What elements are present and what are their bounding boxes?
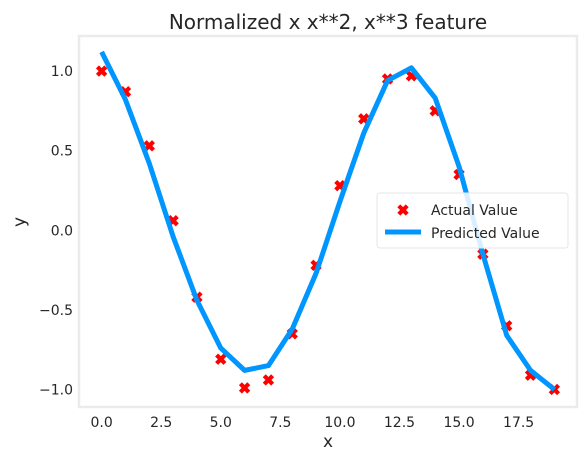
legend-x-marker (397, 204, 409, 216)
x-tick-label: 12.5 (384, 415, 415, 431)
actual-value-point (215, 353, 227, 365)
x-tick-label: 5.0 (210, 415, 232, 431)
y-tick-label: −1.0 (39, 382, 73, 398)
y-tick-labels: 1.0 0.5 0.0 −0.5 −1.0 (39, 64, 73, 398)
x-axis-label: x (323, 432, 333, 452)
legend-box (376, 192, 569, 249)
legend-label-predicted: Predicted Value (431, 226, 540, 242)
actual-value-point (238, 382, 251, 394)
y-tick-label: −0.5 (39, 303, 73, 319)
actual-value-point (95, 65, 108, 77)
legend: Actual Value Predicted Value (376, 192, 569, 249)
y-tick-label: 1.0 (51, 64, 73, 80)
y-tick-label: 0.5 (51, 144, 73, 160)
actual-value-point (262, 374, 275, 386)
actual-value-point (143, 140, 155, 152)
x-tick-label: 17.5 (503, 415, 534, 431)
legend-label-actual: Actual Value (431, 203, 518, 219)
x-tick-label: 15.0 (443, 415, 474, 431)
y-tick-label: 0.0 (51, 223, 73, 239)
x-tick-label: 2.5 (150, 415, 172, 431)
chart-title: Normalized x x**2, x**3 feature (169, 10, 487, 34)
x-tick-label: 0.0 (91, 415, 113, 431)
x-tick-label: 7.5 (269, 415, 291, 431)
y-axis-label: y (10, 217, 30, 227)
legend-marker-actual (397, 204, 409, 216)
x-tick-label: 10.0 (324, 415, 355, 431)
x-tick-labels: 0.0 2.5 5.0 7.5 10.0 12.5 15.0 17.5 (91, 415, 535, 431)
